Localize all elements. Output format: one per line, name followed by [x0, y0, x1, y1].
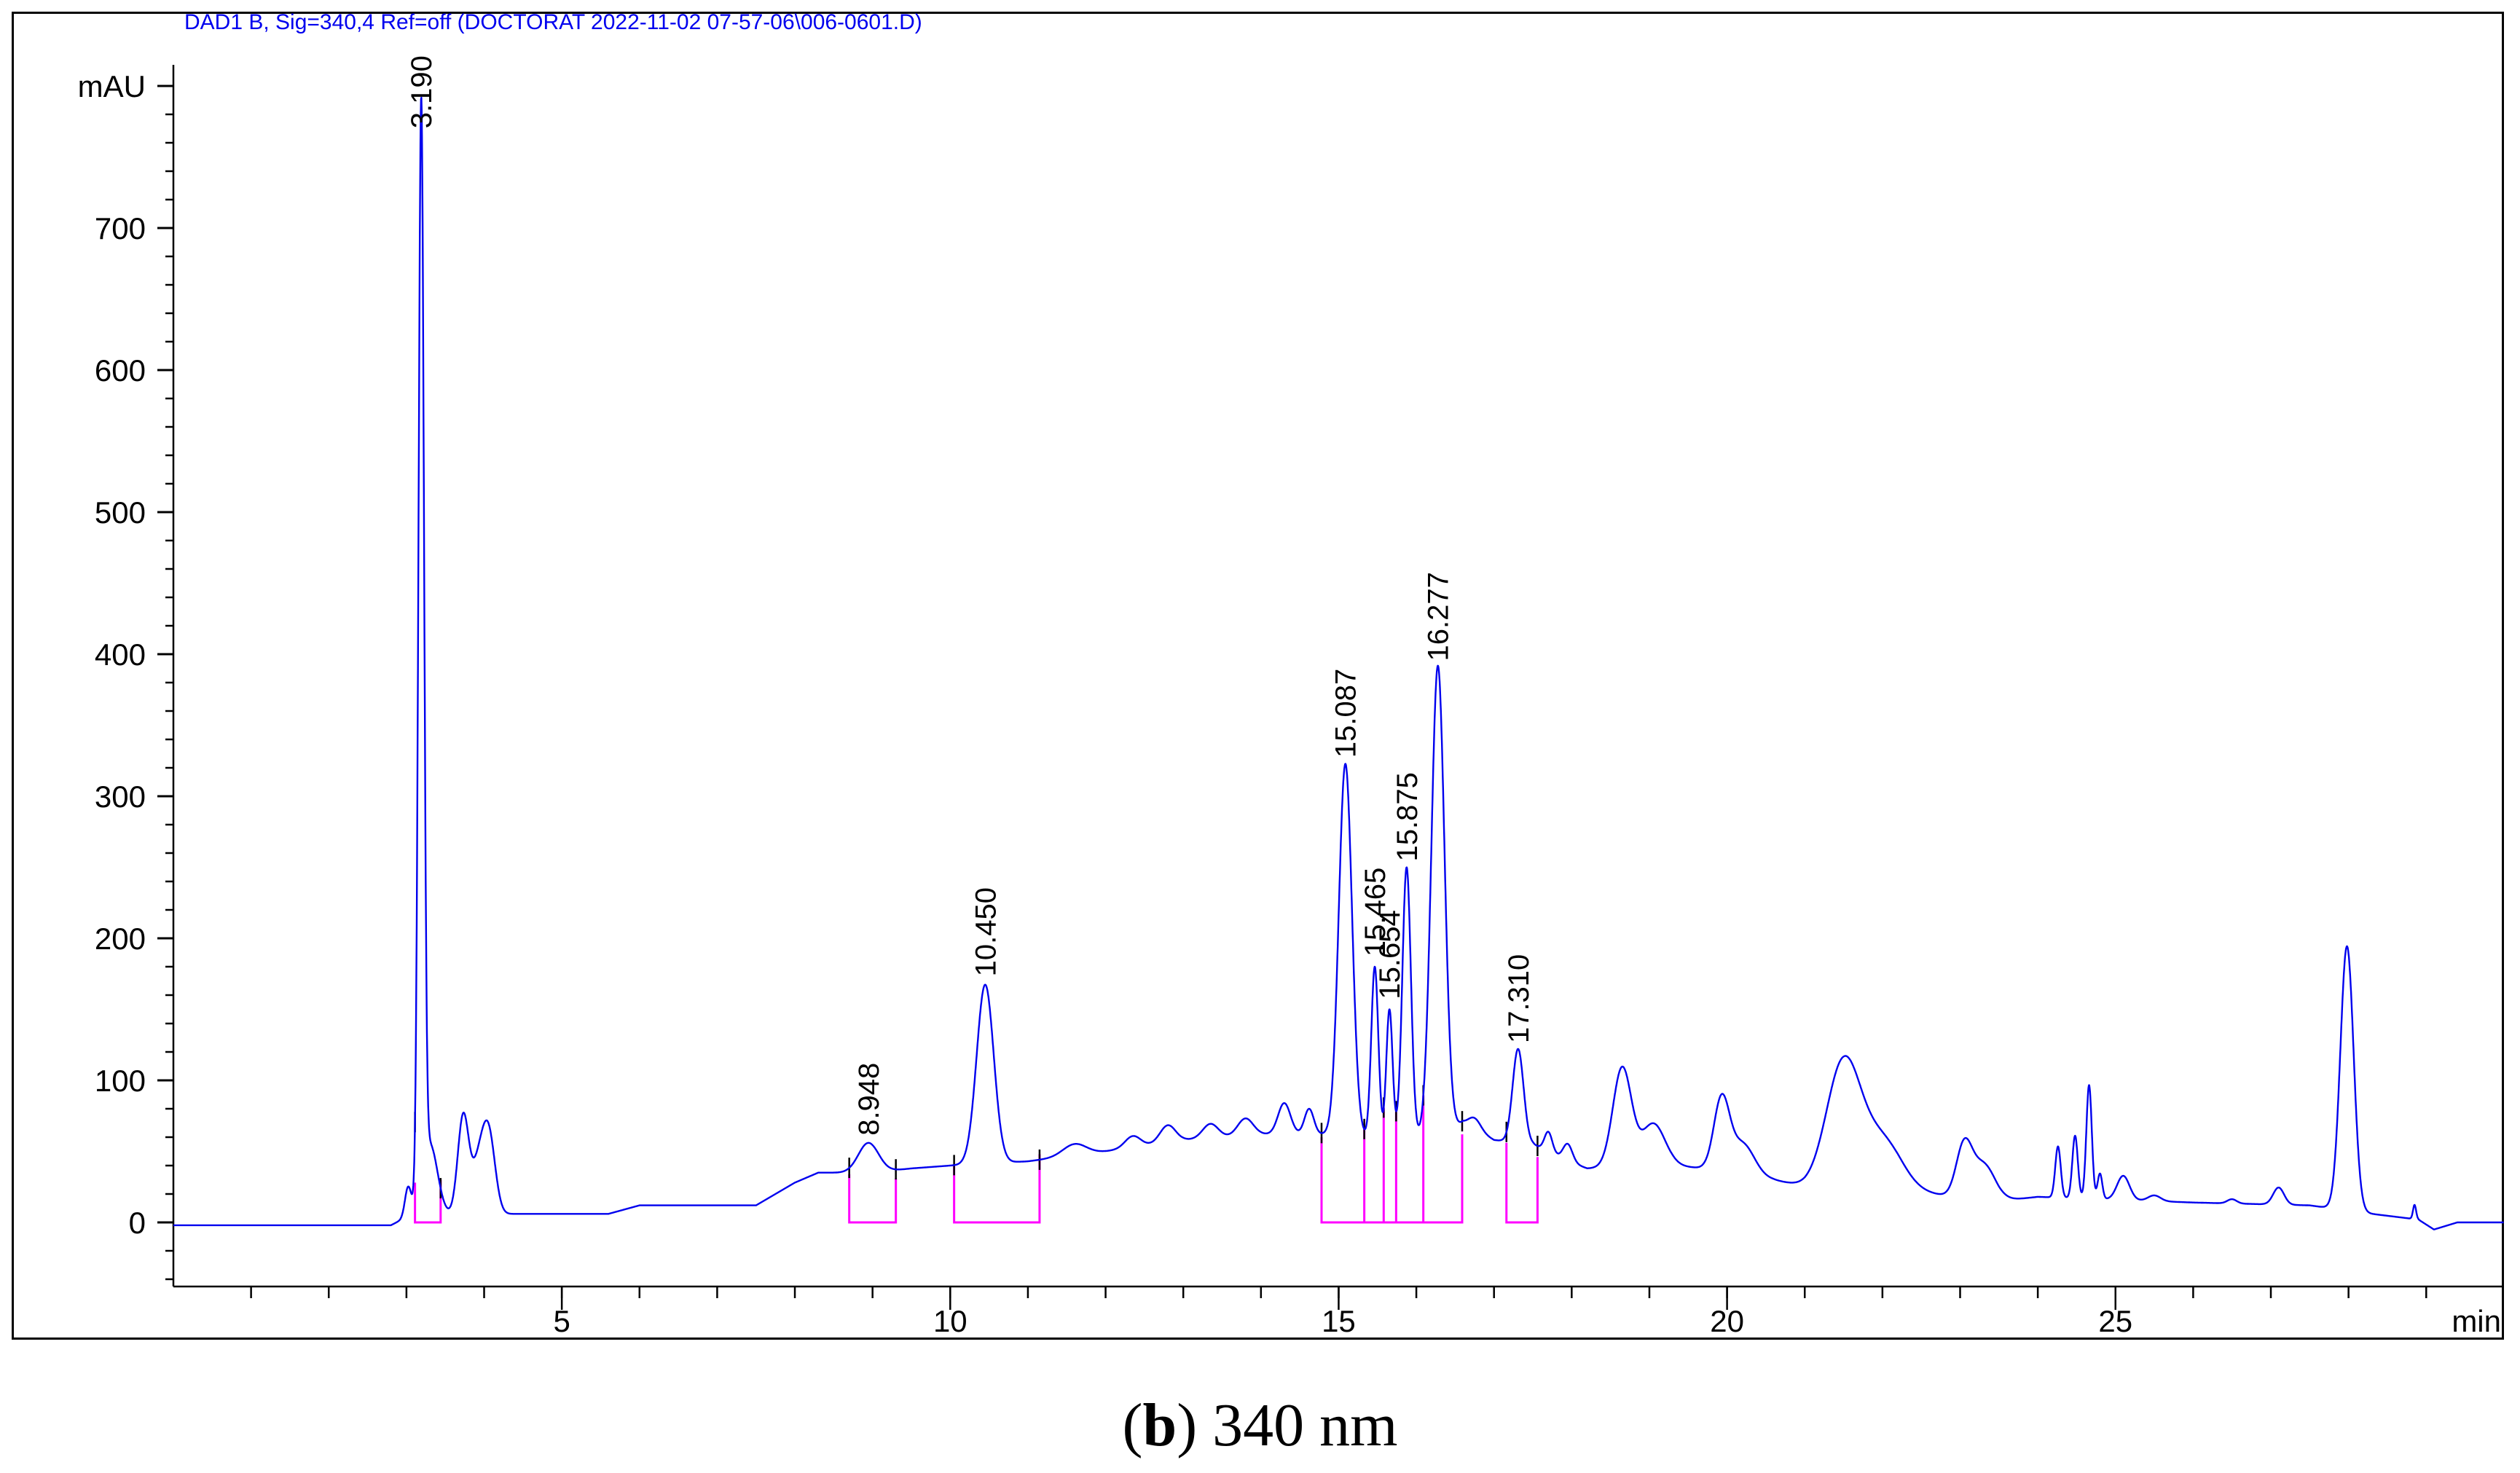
- y-tick-label: 100: [95, 1064, 146, 1098]
- y-tick-label: 700: [95, 211, 146, 246]
- y-axis-unit-label: mAU: [78, 69, 146, 103]
- caption-text: 340 nm: [1212, 1391, 1398, 1459]
- caption-letter: b: [1142, 1391, 1177, 1459]
- peak-label: 16.277: [1423, 572, 1455, 661]
- integration-baseline: [1505, 1142, 1539, 1224]
- peak-label: 17.310: [1503, 954, 1535, 1043]
- integration-baseline: [1320, 1134, 1464, 1224]
- x-tick-label: 20: [1710, 1304, 1744, 1338]
- peak-label: 15.465: [1359, 868, 1392, 957]
- y-tick-label: 500: [95, 495, 146, 530]
- chart-frame: [12, 12, 2504, 1340]
- integration-box: [1320, 1085, 1464, 1224]
- y-tick-label: 600: [95, 353, 146, 388]
- x-tick-label: 10: [933, 1304, 967, 1338]
- x-tick-label: 5: [553, 1304, 570, 1338]
- y-tick-label: 0: [129, 1206, 146, 1240]
- y-tick-label: 300: [95, 779, 146, 814]
- peak-label: 15.654: [1374, 910, 1406, 999]
- x-tick-label: 15: [1322, 1304, 1356, 1338]
- signal-trace: [173, 96, 2505, 1230]
- integration-baseline: [414, 1179, 442, 1224]
- x-axis-unit-label: min: [2452, 1304, 2501, 1338]
- integration-box: [1505, 1121, 1539, 1224]
- peak-label: 15.087: [1330, 669, 1362, 758]
- peak-label: 10.450: [970, 887, 1002, 976]
- integration-baseline: [848, 1174, 898, 1224]
- integration-baseline: [953, 1154, 1041, 1224]
- peak-label: 3.190: [406, 55, 438, 128]
- figure-caption: (b) 340 nm: [1122, 1391, 1398, 1459]
- integration-box: [953, 1149, 1041, 1224]
- peak-label: 8.948: [853, 1063, 885, 1136]
- y-tick-label: 400: [95, 637, 146, 672]
- axes: 0 100 200 300 400 500 600 700 mAU 5 10 15 20 25 min: [78, 65, 2504, 1338]
- y-tick-label: 200: [95, 922, 146, 956]
- x-tick-label: 25: [2098, 1304, 2132, 1338]
- peak-label: 15.875: [1392, 772, 1424, 861]
- chart-title: DAD1 B, Sig=340,4 Ref=off (DOCTORAT 2022…: [184, 10, 922, 34]
